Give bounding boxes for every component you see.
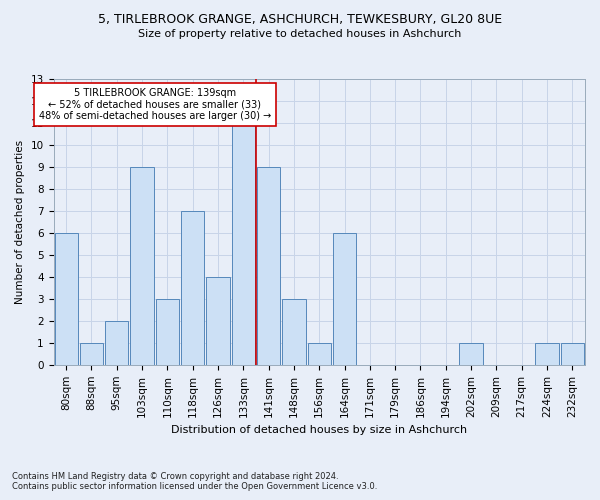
Bar — [232, 123, 255, 365]
Bar — [130, 167, 154, 365]
X-axis label: Distribution of detached houses by size in Ashchurch: Distribution of detached houses by size … — [171, 425, 467, 435]
Bar — [535, 343, 559, 365]
Bar — [206, 277, 230, 365]
Bar — [460, 343, 483, 365]
Y-axis label: Number of detached properties: Number of detached properties — [15, 140, 25, 304]
Text: 5 TIRLEBROOK GRANGE: 139sqm
← 52% of detached houses are smaller (33)
48% of sem: 5 TIRLEBROOK GRANGE: 139sqm ← 52% of det… — [38, 88, 271, 121]
Text: Contains HM Land Registry data © Crown copyright and database right 2024.: Contains HM Land Registry data © Crown c… — [12, 472, 338, 481]
Text: Size of property relative to detached houses in Ashchurch: Size of property relative to detached ho… — [139, 29, 461, 39]
Text: Contains public sector information licensed under the Open Government Licence v3: Contains public sector information licen… — [12, 482, 377, 491]
Bar — [308, 343, 331, 365]
Bar — [257, 167, 280, 365]
Text: 5, TIRLEBROOK GRANGE, ASHCHURCH, TEWKESBURY, GL20 8UE: 5, TIRLEBROOK GRANGE, ASHCHURCH, TEWKESB… — [98, 12, 502, 26]
Bar — [561, 343, 584, 365]
Bar — [105, 321, 128, 365]
Bar — [333, 233, 356, 365]
Bar — [80, 343, 103, 365]
Bar — [181, 211, 205, 365]
Bar — [283, 299, 305, 365]
Bar — [156, 299, 179, 365]
Bar — [55, 233, 78, 365]
